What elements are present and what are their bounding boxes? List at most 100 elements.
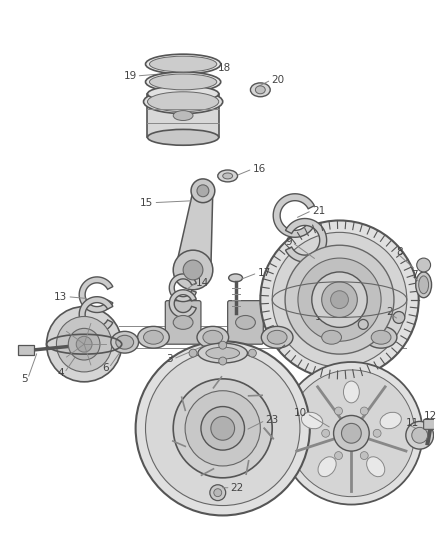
Ellipse shape — [380, 412, 401, 429]
Ellipse shape — [343, 381, 359, 403]
Ellipse shape — [419, 276, 429, 294]
Circle shape — [248, 349, 256, 357]
Text: 17: 17 — [258, 268, 271, 278]
Circle shape — [335, 407, 343, 415]
Circle shape — [219, 341, 227, 349]
Circle shape — [360, 451, 368, 459]
Ellipse shape — [203, 330, 223, 344]
Text: 11: 11 — [406, 418, 419, 429]
Circle shape — [312, 272, 367, 327]
Text: 10: 10 — [294, 408, 307, 418]
Ellipse shape — [173, 111, 193, 120]
Ellipse shape — [173, 316, 193, 329]
Text: 13: 13 — [54, 292, 67, 302]
Text: 21: 21 — [312, 206, 325, 215]
Polygon shape — [79, 297, 113, 332]
Circle shape — [334, 415, 369, 451]
Text: 19: 19 — [124, 71, 137, 81]
Text: 8: 8 — [396, 247, 403, 257]
Circle shape — [219, 357, 227, 365]
Circle shape — [285, 245, 394, 354]
Circle shape — [46, 306, 122, 382]
Text: 3: 3 — [166, 354, 173, 364]
Ellipse shape — [138, 326, 169, 348]
Text: 18: 18 — [218, 63, 231, 73]
Ellipse shape — [255, 86, 265, 94]
Ellipse shape — [198, 343, 247, 363]
Ellipse shape — [365, 326, 397, 348]
Text: 7: 7 — [411, 270, 417, 280]
Text: 14: 14 — [196, 278, 209, 288]
Ellipse shape — [148, 86, 219, 102]
Ellipse shape — [316, 326, 347, 348]
Ellipse shape — [149, 56, 217, 72]
Circle shape — [393, 311, 405, 324]
Ellipse shape — [321, 330, 342, 344]
Text: 20: 20 — [271, 75, 284, 85]
FancyBboxPatch shape — [228, 301, 263, 344]
Circle shape — [197, 185, 209, 197]
Circle shape — [145, 351, 300, 505]
Polygon shape — [169, 274, 196, 302]
Ellipse shape — [318, 457, 336, 477]
Ellipse shape — [236, 316, 255, 329]
Polygon shape — [169, 290, 196, 318]
Ellipse shape — [229, 274, 243, 282]
Circle shape — [412, 427, 427, 443]
Circle shape — [321, 282, 357, 318]
Circle shape — [321, 429, 330, 437]
Circle shape — [280, 362, 423, 505]
Ellipse shape — [206, 347, 240, 359]
Circle shape — [189, 349, 197, 357]
Ellipse shape — [295, 316, 315, 329]
Ellipse shape — [371, 330, 391, 344]
FancyBboxPatch shape — [287, 301, 323, 344]
Circle shape — [57, 317, 112, 372]
Text: 2: 2 — [386, 306, 392, 317]
Ellipse shape — [111, 332, 138, 353]
Text: 6: 6 — [102, 363, 109, 373]
Circle shape — [288, 370, 415, 497]
Circle shape — [68, 328, 100, 360]
Circle shape — [298, 258, 381, 341]
Circle shape — [214, 489, 222, 497]
Circle shape — [173, 379, 272, 478]
Ellipse shape — [145, 54, 221, 74]
Circle shape — [185, 391, 260, 466]
Polygon shape — [175, 191, 213, 270]
Ellipse shape — [301, 412, 323, 429]
Polygon shape — [79, 277, 113, 312]
Circle shape — [406, 422, 434, 449]
FancyBboxPatch shape — [148, 94, 219, 138]
Ellipse shape — [267, 330, 287, 344]
Polygon shape — [286, 219, 327, 262]
Circle shape — [173, 250, 213, 290]
Circle shape — [342, 423, 361, 443]
Text: 9: 9 — [286, 237, 292, 247]
Circle shape — [211, 416, 235, 440]
Circle shape — [417, 258, 431, 272]
Circle shape — [191, 179, 215, 203]
Polygon shape — [273, 194, 314, 237]
FancyBboxPatch shape — [165, 301, 201, 344]
FancyBboxPatch shape — [424, 419, 438, 429]
Ellipse shape — [145, 72, 221, 92]
Text: 1: 1 — [315, 312, 321, 322]
Circle shape — [260, 221, 419, 379]
Ellipse shape — [218, 170, 237, 182]
Text: 12: 12 — [424, 411, 437, 422]
Ellipse shape — [148, 130, 219, 146]
Circle shape — [201, 407, 244, 450]
Text: 4: 4 — [58, 368, 64, 378]
Ellipse shape — [261, 326, 293, 348]
Text: 16: 16 — [252, 164, 266, 174]
Ellipse shape — [197, 326, 229, 348]
Circle shape — [360, 407, 368, 415]
Circle shape — [272, 232, 407, 367]
Circle shape — [76, 336, 92, 352]
Circle shape — [335, 451, 343, 459]
Ellipse shape — [116, 335, 134, 349]
Ellipse shape — [144, 330, 163, 344]
Text: 22: 22 — [231, 483, 244, 492]
Text: 23: 23 — [265, 415, 279, 425]
